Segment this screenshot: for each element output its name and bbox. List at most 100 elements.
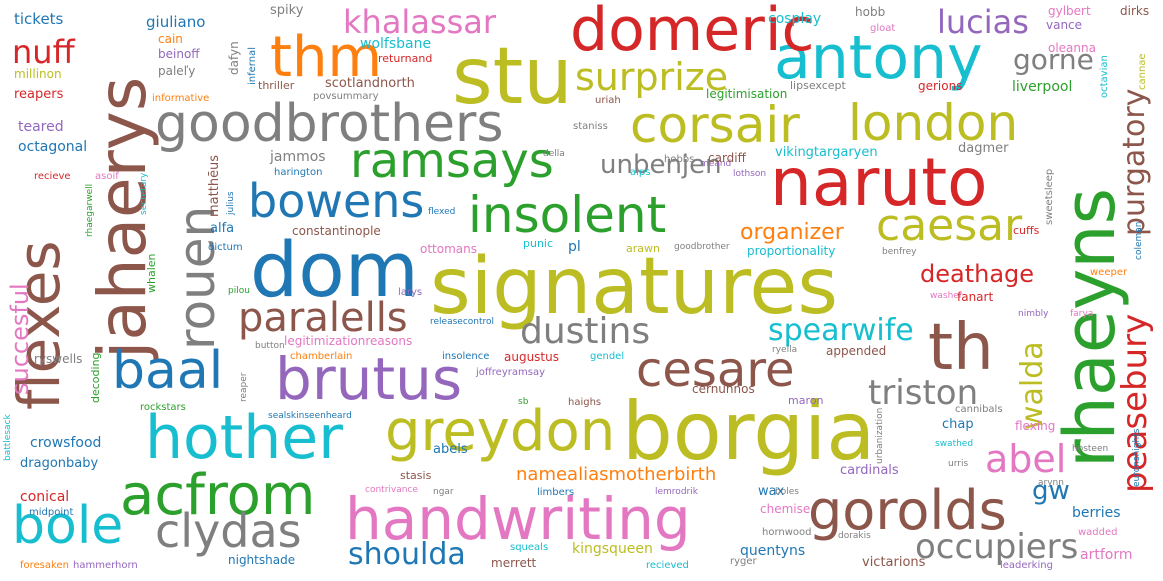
- word-beinoff: beinoff: [158, 47, 200, 61]
- word-victarions: victarions: [862, 555, 926, 570]
- word-wadded: wadded: [1078, 527, 1118, 538]
- word-flexing: flexing: [1015, 419, 1056, 433]
- word-tickets: tickets: [14, 10, 64, 28]
- word-walda: walda: [1015, 341, 1050, 430]
- word-nimbly: nimbly: [1018, 309, 1049, 319]
- word-alps: alps: [630, 167, 651, 178]
- word-spearwife: spearwife: [768, 313, 914, 348]
- word-nightshade: nightshade: [228, 553, 296, 567]
- word-giuliano: giuliano: [146, 13, 206, 31]
- word-cosplay: cosplay: [768, 11, 822, 27]
- word-insolent: insolent: [468, 186, 667, 244]
- word-midpoint: midpoint: [29, 507, 74, 518]
- word-merrett: merrett: [491, 556, 537, 570]
- word-gloat: gloat: [870, 23, 896, 34]
- word-maron: maron: [788, 394, 824, 407]
- word-chap: chap: [942, 417, 974, 432]
- word-occupiers: occupiers: [915, 527, 1079, 567]
- word-urbanization: urbanization: [875, 407, 885, 464]
- word-gw: gw: [1032, 476, 1070, 506]
- word-julius: julius: [226, 191, 236, 215]
- word-legitimizationreasons: legitimizationreasons: [284, 334, 413, 348]
- word-cesare: cesare: [636, 342, 795, 398]
- word-lemrodrik: lemrodrik: [655, 487, 698, 497]
- word-joffreyramsay: joffreyramsay: [476, 367, 545, 378]
- word-dom: dom: [250, 225, 419, 314]
- word-infernal: infernal: [247, 47, 258, 85]
- word-farya: farya: [1070, 309, 1094, 319]
- word-ryger: ryger: [730, 556, 757, 567]
- word-rhaegarwell: rhaegarwell: [85, 183, 95, 237]
- word-triston: triston: [868, 373, 979, 413]
- word-millinon: millinon: [14, 67, 62, 81]
- word-euronsnights: euronsnights: [1132, 428, 1142, 487]
- word-deathage: deathage: [920, 260, 1035, 288]
- word-ryella: ryella: [772, 345, 798, 355]
- word-unbenjen: unbenjen: [600, 150, 722, 180]
- word-jammos: jammos: [270, 149, 326, 165]
- word-punic: punic: [523, 237, 554, 250]
- word-sweetsleep: sweetsleep: [1044, 168, 1055, 225]
- word-button: button: [255, 341, 285, 351]
- word-constantinople: constantinople: [292, 224, 381, 238]
- word-mattheus: matthēus: [207, 154, 222, 217]
- word-hobbs: hobbs: [664, 154, 695, 165]
- word-weeper: weeper: [1090, 267, 1128, 278]
- word-decoding: decoding: [89, 352, 102, 403]
- word-naruto: naruto: [770, 144, 988, 221]
- word-handwriting: handwriting: [345, 485, 691, 553]
- word-haighs: haighs: [568, 397, 602, 408]
- word-ngar: ngar: [433, 487, 454, 497]
- word-appended: appended: [826, 344, 887, 358]
- word-reaper: reaper: [239, 372, 249, 402]
- word-thriller: thriller: [258, 79, 295, 92]
- word-scotlandnorth: scotlandnorth: [325, 76, 415, 91]
- word-london: london: [848, 94, 1019, 152]
- word-cannibals: cannibals: [955, 404, 1003, 415]
- word-hammerhorn: hammerhorn: [73, 560, 138, 571]
- word-cuffs: cuffs: [1013, 224, 1040, 237]
- word-liverpool: liverpool: [1012, 79, 1073, 95]
- word-succesful: succesful: [6, 283, 34, 395]
- word-insolence: insolence: [442, 351, 490, 362]
- word-ramsays: ramsays: [350, 133, 554, 189]
- word-informative: informative: [152, 93, 210, 104]
- word-stasis: stasis: [400, 469, 432, 482]
- word-hobb: hobb: [855, 5, 886, 19]
- word-palely: paleľy: [158, 64, 196, 78]
- word-acfrom: acfrom: [120, 463, 316, 528]
- word-hosteen: hosteen: [1072, 444, 1109, 454]
- word-larys: larys: [398, 287, 423, 298]
- word-cardinals: cardinals: [840, 463, 899, 478]
- word-pilou: pilou: [228, 286, 250, 296]
- word-vikingtargaryen: vikingtargaryen: [775, 145, 878, 160]
- word-dorakis: dorakis: [838, 531, 871, 541]
- word-benfrey: benfrey: [882, 247, 917, 257]
- word-lipsexcept: lipsexcept: [790, 79, 846, 92]
- word-wolfsbane: wolfsbane: [360, 36, 432, 52]
- word-flexed: flexed: [428, 207, 456, 217]
- word-octavian: octavian: [1099, 55, 1110, 98]
- word-lucias: lucias: [937, 3, 1029, 41]
- word-hother: hother: [145, 403, 343, 473]
- word-reapers: reapers: [14, 87, 64, 102]
- word-foresaken: foresaken: [20, 560, 69, 571]
- word-whalen: whalen: [145, 253, 158, 293]
- word-cannae: cannae: [1137, 53, 1148, 90]
- word-stu: stu: [452, 32, 573, 122]
- word-shoulda: shoulda: [348, 537, 466, 572]
- word-greydon: greydon: [385, 399, 616, 464]
- word-berries: berries: [1072, 505, 1121, 521]
- word-hornwood: hornwood: [762, 527, 812, 538]
- word-urris: urris: [948, 459, 969, 469]
- word-sealskinseenheard: sealskinseenheard: [268, 411, 352, 421]
- word-dafyn: dafyn: [227, 41, 241, 75]
- word-recieve: recieve: [34, 171, 71, 182]
- word-abel: abel: [985, 437, 1067, 481]
- word-swathed: swathed: [935, 439, 974, 449]
- word-goodbrothers: goodbrothers: [155, 94, 504, 154]
- word-dustins: dustins: [520, 311, 651, 352]
- word-quentyns: quentyns: [740, 543, 806, 559]
- word-namealiasmotherbirth: namealiasmotherbirth: [516, 464, 717, 485]
